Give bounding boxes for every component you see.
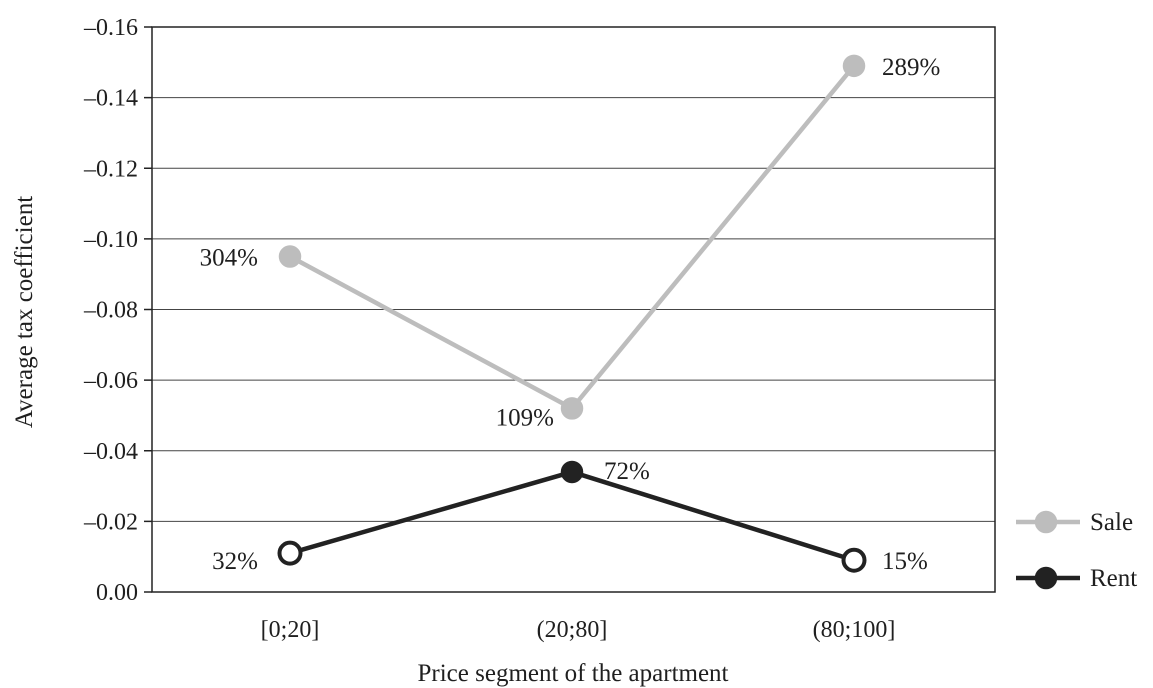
y-tick-label: –0.16 bbox=[83, 15, 138, 41]
legend-marker-rent bbox=[1034, 566, 1058, 590]
point-rent-0 bbox=[277, 540, 303, 566]
point-rent-2 bbox=[841, 547, 867, 573]
series-line-sale bbox=[288, 64, 856, 411]
y-tick-label: –0.06 bbox=[83, 368, 138, 394]
x-axis-label: Price segment of the apartment bbox=[418, 660, 729, 687]
y-tick-label: –0.02 bbox=[83, 509, 138, 535]
series-layer bbox=[277, 54, 867, 573]
y-tick-label: –0.04 bbox=[83, 439, 138, 465]
y-tick-label: –0.12 bbox=[83, 156, 138, 182]
data-labels: 304% 109% 289% 32% 72% 15% bbox=[200, 54, 941, 575]
data-label-rent-1: 72% bbox=[604, 458, 650, 485]
legend-label-sale: Sale bbox=[1090, 509, 1133, 536]
x-axis-ticks: [0;20] (20;80] (80;100] bbox=[261, 617, 896, 643]
data-label-sale-0: 304% bbox=[200, 245, 258, 272]
y-tick-label: –0.08 bbox=[83, 298, 138, 324]
data-label-sale-1: 109% bbox=[496, 404, 554, 431]
data-label-rent-0: 32% bbox=[212, 548, 258, 575]
point-sale-0 bbox=[278, 245, 302, 268]
x-tick-label: (20;80] bbox=[537, 617, 608, 643]
data-label-rent-2: 15% bbox=[882, 548, 928, 575]
legend-label-rent: Rent bbox=[1090, 565, 1137, 592]
legend-marker-sale bbox=[1034, 510, 1058, 534]
gridlines bbox=[152, 97, 995, 522]
point-rent-1 bbox=[560, 460, 584, 484]
y-tick-label: –0.10 bbox=[83, 227, 138, 253]
x-tick-label: (80;100] bbox=[813, 617, 896, 643]
legend: Sale Rent bbox=[1016, 509, 1137, 592]
y-axis-label: Average tax coefficient bbox=[11, 196, 38, 428]
y-tick-label: –0.14 bbox=[83, 86, 138, 112]
x-tick-label: [0;20] bbox=[261, 617, 320, 643]
series-line-rent bbox=[289, 469, 855, 563]
point-sale-2 bbox=[842, 54, 866, 78]
data-label-sale-2: 289% bbox=[882, 54, 940, 81]
y-tick-label: 0.00 bbox=[96, 580, 138, 606]
y-axis-ticks: 0.00 –0.02 –0.04 –0.06 –0.08 –0.10 –0.12 –0.14 –… bbox=[83, 15, 152, 606]
point-sale-1 bbox=[560, 397, 584, 420]
